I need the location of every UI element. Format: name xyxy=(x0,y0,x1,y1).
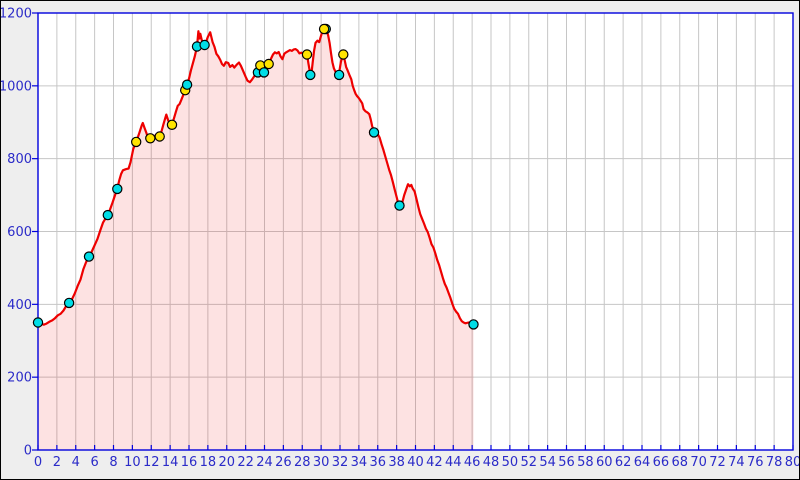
waypoint-marker-yellow[interactable] xyxy=(318,23,330,35)
x-tick-label: 12 xyxy=(143,455,160,470)
waypoint-marker-cyan[interactable] xyxy=(63,297,75,309)
x-tick-label: 30 xyxy=(313,455,330,470)
x-tick-label: 54 xyxy=(539,455,556,470)
waypoint-marker-cyan[interactable] xyxy=(102,209,114,221)
waypoint-marker-cyan[interactable] xyxy=(305,69,316,81)
waypoint-marker-yellow[interactable] xyxy=(263,58,274,70)
x-tick-label: 38 xyxy=(388,455,405,470)
x-tick-label: 46 xyxy=(464,455,481,470)
x-tick-label: 34 xyxy=(351,455,368,470)
x-tick-label: 64 xyxy=(634,455,651,470)
x-tick-label: 58 xyxy=(577,455,594,470)
x-tick-label: 4 xyxy=(72,455,80,470)
waypoint-marker-cyan[interactable] xyxy=(258,67,270,78)
waypoint-marker-cyan[interactable] xyxy=(199,39,210,51)
waypoint-marker-yellow[interactable] xyxy=(130,136,142,148)
x-tick-label: 70 xyxy=(690,455,707,470)
x-tick-label: 52 xyxy=(520,455,537,470)
waypoint-marker-cyan[interactable] xyxy=(83,251,95,262)
elevation-area-fill xyxy=(38,28,474,450)
x-tick-label: 74 xyxy=(728,455,745,470)
x-tick-label: 40 xyxy=(407,455,424,470)
x-tick-label: 78 xyxy=(766,455,783,470)
x-tick-label: 8 xyxy=(109,455,117,470)
x-tick-label: 72 xyxy=(709,455,726,470)
waypoint-marker-yellow[interactable] xyxy=(145,133,156,144)
x-tick-label: 60 xyxy=(596,455,613,470)
x-tick-label: 66 xyxy=(653,455,670,470)
waypoint-marker-cyan[interactable] xyxy=(368,127,380,138)
x-tick-label: 68 xyxy=(671,455,688,470)
waypoint-marker-cyan[interactable] xyxy=(394,200,405,211)
x-tick-label: 36 xyxy=(369,455,386,470)
x-tick-label: 0 xyxy=(34,455,42,470)
x-tick-label: 16 xyxy=(181,455,198,470)
waypoint-marker-yellow[interactable] xyxy=(338,49,349,60)
plot-frame xyxy=(37,12,794,451)
x-tick-label: 44 xyxy=(445,455,462,470)
waypoint-marker-cyan[interactable] xyxy=(32,317,44,328)
y-tick-label: 1000 xyxy=(1,79,32,94)
waypoint-marker-yellow[interactable] xyxy=(154,131,165,142)
x-tick-label: 32 xyxy=(332,455,349,470)
x-tick-label: 56 xyxy=(558,455,575,470)
x-tick-label: 18 xyxy=(200,455,217,470)
x-tick-label: 42 xyxy=(426,455,443,470)
x-tick-label: 2 xyxy=(53,455,61,470)
x-tick-label: 48 xyxy=(483,455,500,470)
waypoint-marker-cyan[interactable] xyxy=(333,69,345,81)
x-tick-label: 26 xyxy=(275,455,292,470)
waypoint-marker-yellow[interactable] xyxy=(301,49,313,60)
y-tick-label: 600 xyxy=(7,225,32,240)
x-tick-label: 20 xyxy=(218,455,235,470)
x-tick-label: 24 xyxy=(256,455,273,470)
y-tick-label: 200 xyxy=(7,371,32,386)
x-tick-label: 28 xyxy=(294,455,311,470)
x-tick-label: 22 xyxy=(237,455,254,470)
y-tick-label: 0 xyxy=(24,444,32,459)
x-tick-label: 50 xyxy=(502,455,519,470)
waypoint-marker-cyan[interactable] xyxy=(181,79,193,90)
x-tick-label: 76 xyxy=(747,455,764,470)
y-tick-label: 1200 xyxy=(1,7,32,22)
y-tick-label: 800 xyxy=(7,152,32,167)
waypoint-marker-cyan[interactable] xyxy=(112,183,123,195)
x-tick-label: 62 xyxy=(615,455,632,470)
waypoint-marker-yellow[interactable] xyxy=(166,119,178,131)
x-tick-label: 10 xyxy=(124,455,141,470)
x-tick-label: 6 xyxy=(90,455,98,470)
y-tick-label: 400 xyxy=(7,298,32,313)
waypoint-marker-cyan[interactable] xyxy=(468,319,479,330)
x-tick-label: 14 xyxy=(162,455,179,470)
x-tick-label: 80 xyxy=(785,455,799,470)
